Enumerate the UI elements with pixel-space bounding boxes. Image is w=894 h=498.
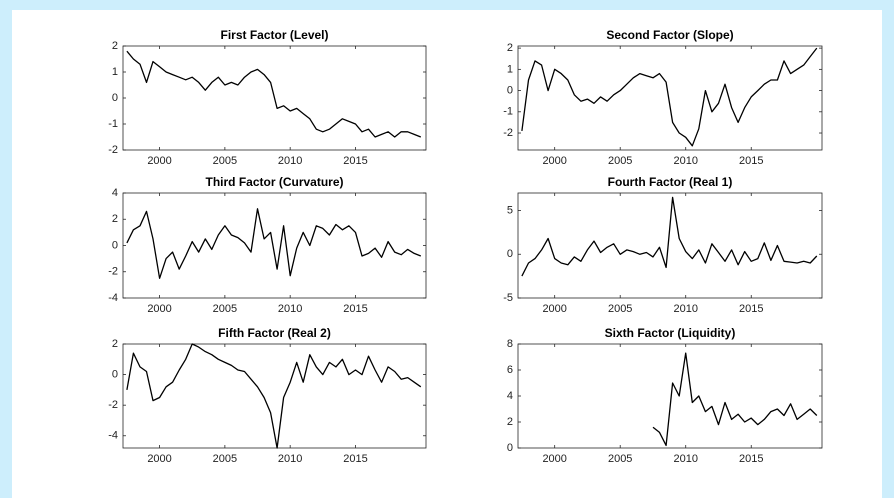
- chart-title: First Factor (Level): [220, 28, 328, 42]
- y-tick-label: -4: [108, 430, 118, 442]
- x-tick-label: 2005: [608, 155, 632, 167]
- y-tick-label: -1: [503, 106, 513, 118]
- y-tick-label: 2: [507, 416, 513, 428]
- x-tick-label: 2000: [542, 155, 566, 167]
- y-tick-label: -2: [108, 144, 118, 156]
- y-tick-label: 0: [507, 84, 513, 96]
- y-tick-label: -5: [503, 292, 513, 304]
- x-tick-label: 2010: [278, 453, 302, 465]
- plot-frame: [122, 192, 427, 299]
- x-tick-label: 2015: [343, 453, 367, 465]
- x-tick-label: 2015: [343, 155, 367, 167]
- y-tick-label: 0: [112, 92, 118, 104]
- x-tick-label: 2015: [343, 303, 367, 315]
- x-tick-label: 2015: [739, 303, 763, 315]
- y-tick-label: -2: [108, 399, 118, 411]
- y-tick-label: 2: [112, 213, 118, 225]
- x-tick-label: 2010: [673, 155, 697, 167]
- x-tick-label: 2015: [739, 155, 763, 167]
- x-tick-label: 2000: [147, 155, 171, 167]
- x-tick-label: 2000: [542, 453, 566, 465]
- series-line: [521, 47, 818, 147]
- y-tick-label: -4: [108, 292, 118, 304]
- y-tick-label: 6: [507, 364, 513, 376]
- x-tick-label: 2005: [608, 303, 632, 315]
- x-tick-label: 2010: [278, 155, 302, 167]
- x-tick-label: 2005: [213, 303, 237, 315]
- y-tick-label: 4: [112, 187, 118, 199]
- chart-title: Sixth Factor (Liquidity): [605, 326, 736, 340]
- y-tick-label: 2: [507, 42, 513, 54]
- x-tick-label: 2005: [213, 453, 237, 465]
- series-line: [652, 352, 818, 447]
- y-tick-label: 5: [507, 204, 513, 216]
- y-tick-label: -2: [503, 127, 513, 139]
- plot-frame: [517, 45, 823, 151]
- x-tick-label: 2010: [278, 303, 302, 315]
- y-tick-label: 2: [112, 338, 118, 350]
- x-tick-label: 2000: [542, 303, 566, 315]
- y-tick-label: 8: [507, 338, 513, 350]
- y-tick-label: 1: [507, 63, 513, 75]
- y-tick-label: 1: [112, 66, 118, 78]
- y-tick-label: 0: [112, 368, 118, 380]
- x-tick-label: 2000: [147, 453, 171, 465]
- chart-title: Fourth Factor (Real 1): [608, 175, 733, 189]
- y-tick-label: 0: [507, 442, 513, 454]
- series-line: [126, 343, 422, 449]
- series-line: [521, 196, 818, 277]
- x-tick-label: 2010: [673, 453, 697, 465]
- y-tick-label: -2: [108, 266, 118, 278]
- series-line: [126, 50, 422, 138]
- x-tick-label: 2000: [147, 303, 171, 315]
- chart-title: Third Factor (Curvature): [205, 175, 343, 189]
- plot-frame: [517, 192, 823, 299]
- chart-title: Second Factor (Slope): [606, 28, 733, 42]
- plot-frame: [517, 343, 823, 449]
- y-tick-label: 0: [112, 239, 118, 251]
- y-tick-label: -1: [108, 118, 118, 130]
- x-tick-label: 2005: [213, 155, 237, 167]
- y-tick-label: 0: [507, 248, 513, 260]
- x-tick-label: 2015: [739, 453, 763, 465]
- y-tick-label: 4: [507, 390, 513, 402]
- x-tick-label: 2005: [608, 453, 632, 465]
- x-tick-label: 2010: [673, 303, 697, 315]
- y-tick-label: 2: [112, 40, 118, 52]
- chart-title: Fifth Factor (Real 2): [218, 326, 331, 340]
- series-line: [126, 208, 422, 279]
